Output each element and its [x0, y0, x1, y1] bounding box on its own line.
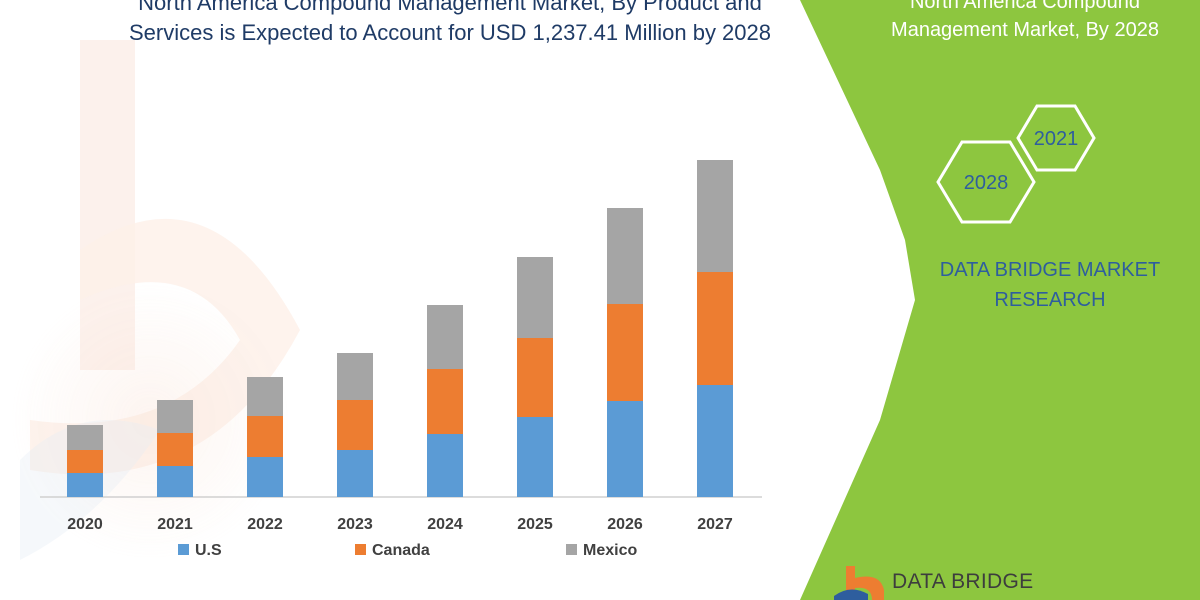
bar-us-2022 [247, 457, 283, 497]
bar-us-2027 [697, 385, 733, 497]
bar-mexico-2022 [247, 377, 283, 416]
brand-panel-background [800, 0, 1200, 600]
legend-label-mexico: Mexico [583, 542, 637, 559]
bar-mexico-2025 [517, 257, 553, 338]
x-tick-label-2024: 2024 [427, 516, 463, 533]
footer-logo-mark [834, 566, 884, 600]
bar-canada-2021 [157, 433, 193, 466]
bar-us-2026 [607, 401, 643, 497]
bar-mexico-2024 [427, 305, 463, 369]
bar-canada-2025 [517, 338, 553, 417]
bar-mexico-2021 [157, 400, 193, 433]
legend-swatch-us [178, 544, 189, 555]
bar-us-2021 [157, 466, 193, 497]
bar-us-2024 [427, 434, 463, 497]
legend-swatch-mexico [566, 544, 577, 555]
x-tick-label-2020: 2020 [67, 516, 103, 533]
footer-logo-text: DATA BRIDGE [892, 570, 1034, 593]
hexagon-badge-2028: 2028 [964, 172, 1009, 194]
legend-label-canada: Canada [372, 542, 430, 559]
hexagon-2028-shape [936, 140, 1036, 224]
brand-research-label: DATA BRIDGE MARKET RESEARCH [900, 255, 1200, 315]
hexagon-badges: 2021 2028 [936, 104, 1096, 224]
x-tick-label-2025: 2025 [517, 516, 553, 533]
stacked-bar-chart: 2020 2021 2022 2023 2024 2025 2026 2027 U.S Cana… [40, 160, 762, 559]
bar-mexico-2027 [697, 160, 733, 272]
legend: U.S Canada Mexico [178, 542, 637, 559]
bar-canada-2023 [337, 400, 373, 450]
chart-title-line-2: Services is Expected to Account for USD … [128, 20, 771, 45]
bar-canada-2020 [67, 450, 103, 473]
bar-canada-2027 [697, 272, 733, 385]
bar-us-2020 [67, 473, 103, 497]
bars-group [67, 160, 733, 497]
panel-title-line-2: Management Market, By 2028 [891, 19, 1159, 41]
legend-swatch-canada [355, 544, 366, 555]
legend-label-us: U.S [195, 542, 222, 559]
bar-canada-2024 [427, 369, 463, 434]
brand-line-2: RESEARCH [994, 289, 1106, 311]
brand-line-1: DATA BRIDGE MARKET [939, 259, 1161, 281]
hexagon-badge-2021: 2021 [1034, 128, 1079, 150]
x-tick-label-2027: 2027 [697, 516, 733, 533]
bar-us-2025 [517, 417, 553, 497]
panel-title: North America Compound Management Market… [850, 0, 1200, 44]
x-tick-labels: 2020 2021 2022 2023 2024 2025 2026 2027 [67, 516, 733, 533]
x-tick-label-2023: 2023 [337, 516, 373, 533]
chart-title: North America Compound Management Market… [60, 0, 840, 48]
panel-title-line-1: North America Compound [909, 0, 1141, 13]
bar-mexico-2023 [337, 353, 373, 400]
x-tick-label-2021: 2021 [157, 516, 193, 533]
bar-canada-2022 [247, 416, 283, 457]
bar-canada-2026 [607, 304, 643, 401]
bar-mexico-2026 [607, 208, 643, 304]
hexagon-2021-shape [1016, 104, 1096, 172]
bar-mexico-2020 [67, 425, 103, 450]
chart-title-line-1: North America Compound Management Market… [138, 0, 762, 15]
x-tick-label-2022: 2022 [247, 516, 283, 533]
x-tick-label-2026: 2026 [607, 516, 643, 533]
bar-us-2023 [337, 450, 373, 497]
